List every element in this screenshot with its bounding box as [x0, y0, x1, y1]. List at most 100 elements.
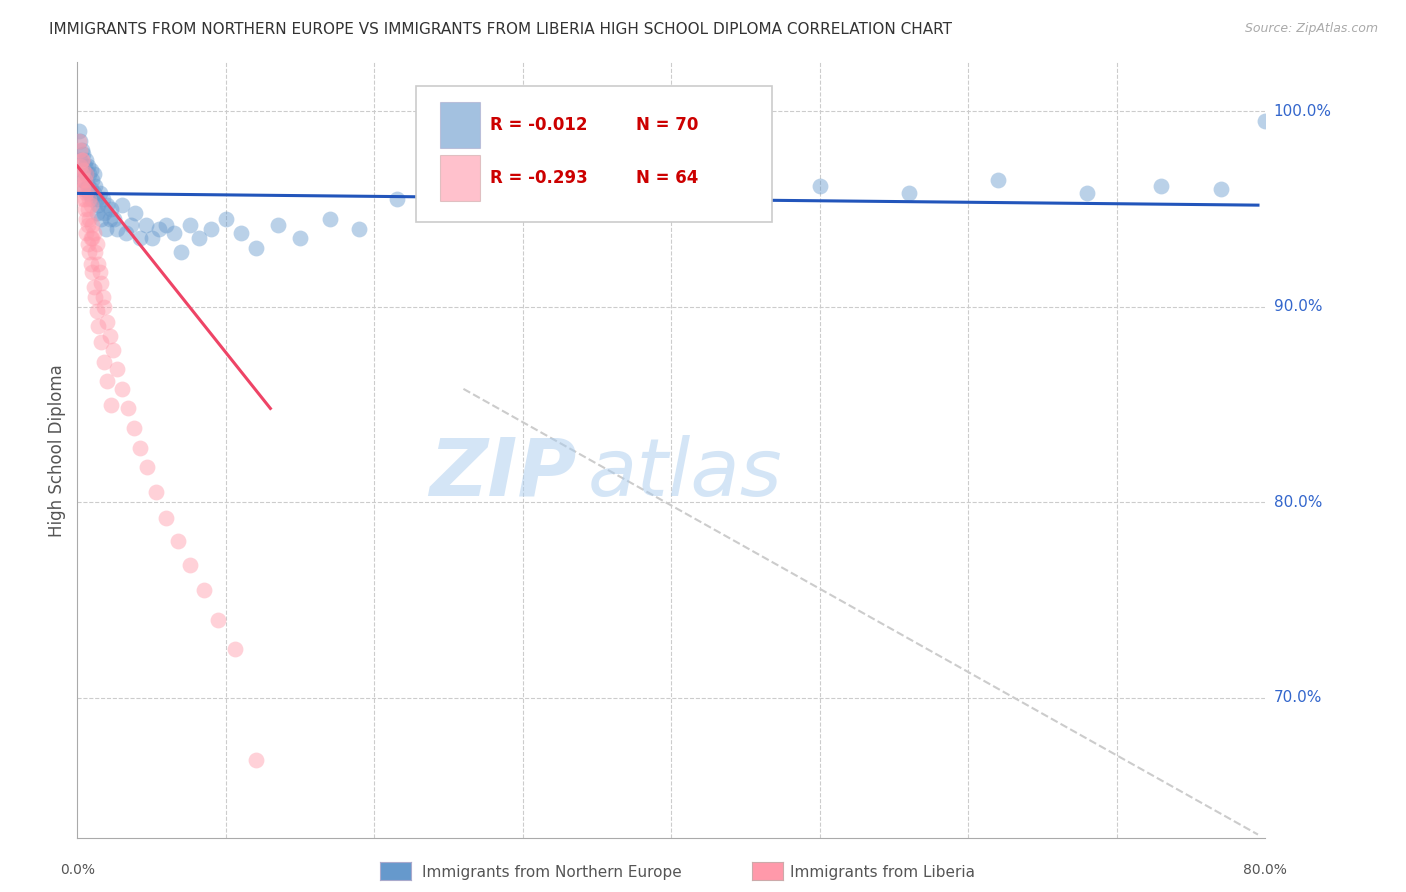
Point [145, 485, 167, 500]
Point [72, 192, 94, 206]
Point [70, 163, 93, 178]
Point [75, 153, 97, 168]
Point [77, 186, 100, 201]
Point [75, 211, 97, 226]
Point [349, 221, 371, 235]
Point [229, 226, 252, 240]
Point [73, 192, 96, 206]
Point [84, 245, 107, 260]
Point [91, 192, 114, 206]
Point [100, 398, 122, 412]
Point [107, 362, 129, 376]
Text: Source: ZipAtlas.com: Source: ZipAtlas.com [1244, 22, 1378, 36]
Point [90, 211, 112, 226]
Point [107, 221, 129, 235]
Point [96, 374, 118, 388]
Point [1150, 178, 1173, 193]
Point [179, 558, 201, 572]
Point [80, 231, 103, 245]
Point [111, 382, 134, 396]
Point [72, 182, 94, 196]
Point [83, 226, 105, 240]
Point [103, 211, 125, 226]
Text: N = 64: N = 64 [636, 169, 699, 186]
FancyBboxPatch shape [440, 155, 479, 201]
Point [100, 202, 122, 216]
Point [245, 241, 267, 255]
Point [83, 167, 105, 181]
Point [98, 211, 121, 226]
Point [245, 753, 267, 767]
Point [80, 257, 103, 271]
Point [170, 245, 193, 260]
Point [101, 343, 124, 357]
Point [76, 159, 98, 173]
Point [69, 144, 91, 158]
Point [215, 211, 238, 226]
Point [288, 231, 311, 245]
Point [70, 153, 93, 168]
Point [87, 257, 110, 271]
Point [987, 172, 1010, 186]
Text: ZIP: ZIP [429, 434, 576, 513]
Point [124, 206, 146, 220]
Point [89, 264, 111, 278]
Point [73, 182, 96, 196]
Text: R = -0.293: R = -0.293 [489, 169, 588, 186]
Point [84, 290, 107, 304]
Point [193, 583, 215, 598]
Point [422, 206, 444, 220]
Point [77, 211, 100, 226]
Point [80, 163, 103, 178]
Point [319, 211, 342, 226]
Point [385, 192, 408, 206]
Point [72, 178, 94, 193]
Point [93, 300, 115, 314]
Point [93, 206, 115, 220]
Point [267, 218, 290, 232]
Point [86, 237, 108, 252]
Point [83, 280, 105, 294]
Point [128, 231, 150, 245]
Point [117, 401, 139, 416]
Point [82, 264, 104, 278]
Point [82, 231, 104, 245]
Point [72, 172, 94, 186]
Point [76, 182, 98, 196]
Text: IMMIGRANTS FROM NORTHERN EUROPE VS IMMIGRANTS FROM LIBERIA HIGH SCHOOL DIPLOMA C: IMMIGRANTS FROM NORTHERN EUROPE VS IMMIG… [49, 22, 952, 37]
Point [207, 613, 229, 627]
Point [86, 192, 108, 206]
Point [82, 218, 104, 232]
Point [90, 334, 112, 349]
Point [69, 153, 91, 168]
Point [87, 319, 110, 334]
Point [115, 226, 138, 240]
Point [73, 202, 96, 216]
Point [526, 186, 548, 201]
Text: N = 70: N = 70 [636, 116, 699, 134]
Point [155, 218, 177, 232]
Point [1076, 186, 1098, 201]
Y-axis label: High School Diploma: High School Diploma [48, 364, 66, 537]
Point [1254, 114, 1277, 128]
Point [76, 178, 98, 193]
Point [76, 202, 98, 216]
Point [70, 144, 93, 158]
Point [73, 159, 96, 173]
Point [76, 237, 98, 252]
Point [1209, 182, 1232, 196]
Point [73, 172, 96, 186]
Point [98, 329, 121, 343]
Text: 0.0%: 0.0% [60, 863, 94, 878]
Point [84, 178, 107, 193]
Point [77, 245, 100, 260]
Point [75, 167, 97, 181]
Point [200, 221, 222, 235]
FancyBboxPatch shape [416, 86, 772, 221]
Point [467, 192, 489, 206]
Point [167, 534, 190, 549]
Point [75, 186, 97, 201]
Point [72, 163, 94, 178]
Point [128, 441, 150, 455]
Point [93, 354, 115, 368]
